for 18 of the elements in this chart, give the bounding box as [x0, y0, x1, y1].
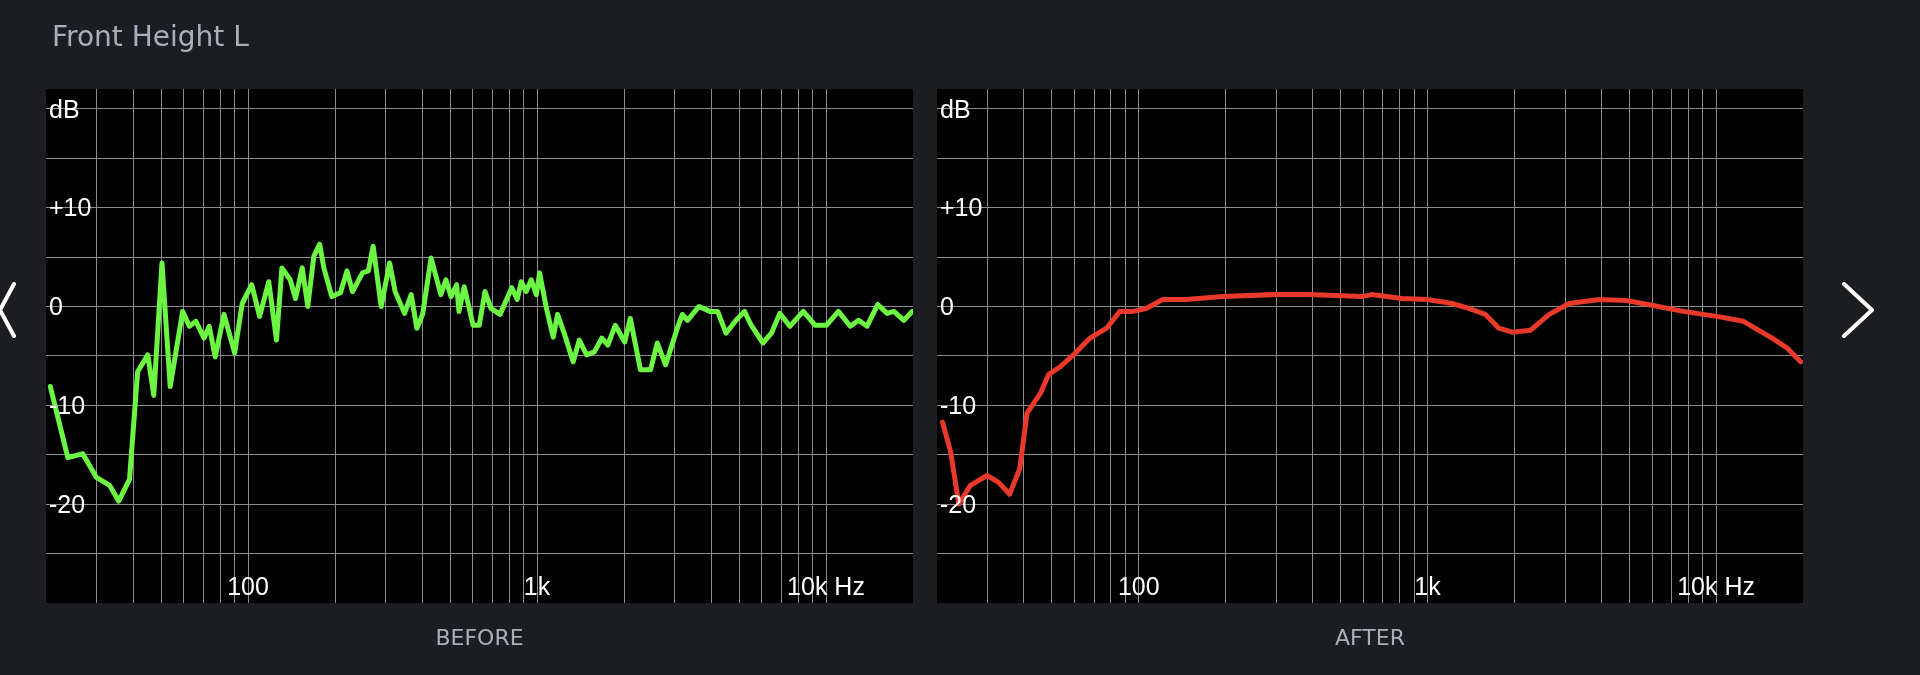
x-axis-title: AFTER — [1335, 624, 1405, 650]
x-tick-label: 100 — [1117, 572, 1160, 600]
y-tick-label: 0 — [940, 292, 954, 321]
y-tick-label: dB — [49, 94, 80, 123]
x-tick-label: 1k — [1414, 572, 1442, 600]
y-tick-label: -20 — [49, 489, 86, 518]
x-tick-label: 10k Hz — [1677, 572, 1756, 600]
chart-title: Front Height L — [52, 19, 250, 53]
y-tick-label: -20 — [940, 489, 977, 518]
y-tick-label: 0 — [49, 292, 63, 321]
x-tick-label: 1k — [523, 572, 551, 600]
y-tick-label: +10 — [49, 193, 92, 222]
y-tick-label: +10 — [940, 193, 983, 222]
x-tick-label: 100 — [227, 572, 269, 600]
x-tick-label: 10k Hz — [787, 572, 865, 600]
y-tick-label: -10 — [940, 391, 977, 420]
y-tick-label: dB — [940, 94, 971, 123]
x-axis-title: BEFORE — [435, 624, 524, 650]
